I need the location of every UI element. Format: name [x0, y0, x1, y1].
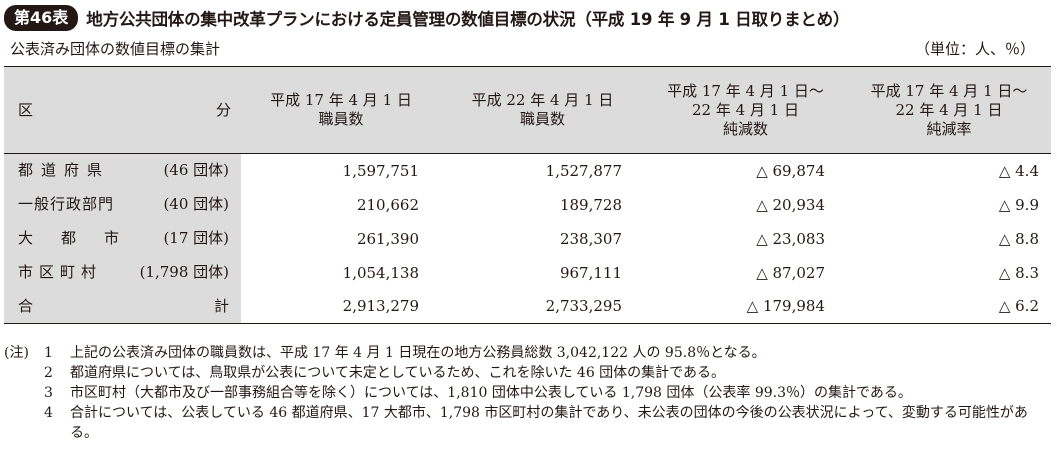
cell-net-reduction: △ 179,984 — [746, 297, 825, 316]
cell-net-reduction: △ 20,934 — [756, 195, 825, 214]
cell-staff-2010: 2,733,295 — [545, 297, 622, 316]
table-number-badge: 第46表 — [4, 5, 79, 31]
table-row: 大都市 (17 団体) 261,390 238,307 △ 23,083 △ 8.… — [4, 221, 1051, 256]
footnote-item: 4 合計については、公表している 46 都道府県、17 大都市、1,798 市区… — [44, 405, 1028, 441]
footnotes: (注) 1 上記の公表済み団体の職員数は、平成 17 年 4 月 1 日現在の地… — [4, 343, 1049, 443]
footnote-prefix: (注) — [4, 345, 29, 361]
header-category: 区 分 — [4, 66, 241, 154]
cell-reduction-rate: △ 8.8 — [998, 229, 1039, 248]
cell-staff-2010: 189,728 — [559, 195, 622, 214]
header-staff-2005: 平成 17 年 4 月 1 日 職員数 — [241, 66, 441, 154]
table-row-total: 合計 2,913,279 2,733,295 △ 179,984 △ 6.2 — [4, 289, 1051, 324]
cell-staff-2005: 2,913,279 — [342, 297, 419, 316]
cell-staff-2005: 210,662 — [356, 195, 419, 214]
cell-staff-2005: 1,597,751 — [342, 161, 419, 180]
table-title: 地方公共団体の集中改革プランにおける定員管理の数値目標の状況（平成 19 年 9… — [86, 10, 850, 29]
cell-staff-2010: 238,307 — [559, 229, 622, 248]
header-net-reduction: 平成 17 年 4 月 1 日〜 22 年 4 月 1 日 純減数 — [644, 66, 847, 154]
footnote-item: 3 市区町村（大都市及び一部事務組合等を除く）については、1,810 団体中公表… — [44, 385, 912, 401]
row-label: 市区町村 (1,798 団体) — [4, 255, 241, 290]
cell-staff-2005: 261,390 — [356, 229, 419, 248]
cell-net-reduction: △ 87,027 — [756, 263, 825, 282]
staffing-target-table: 区 分 平成 17 年 4 月 1 日 職員数 平成 22 年 4 月 1 日 … — [4, 66, 1051, 324]
table-title-bar: 第46表 地方公共団体の集中改革プランにおける定員管理の数値目標の状況（平成 1… — [4, 4, 849, 32]
row-label: 合計 — [4, 289, 241, 324]
footnote-item: (注) 1 上記の公表済み団体の職員数は、平成 17 年 4 月 1 日現在の地… — [4, 345, 766, 361]
unit-label: （単位：人、％） — [914, 40, 1035, 58]
row-label: 都道府県 (46 団体) — [4, 153, 241, 188]
header-row: 区 分 平成 17 年 4 月 1 日 職員数 平成 22 年 4 月 1 日 … — [4, 66, 1051, 154]
total-label-last: 計 — [213, 296, 229, 315]
cell-reduction-rate: △ 8.3 — [998, 263, 1039, 282]
cell-reduction-rate: △ 6.2 — [998, 297, 1039, 316]
cell-staff-2005: 1,054,138 — [342, 263, 419, 282]
cell-staff-2010: 967,111 — [559, 263, 622, 282]
cell-net-reduction: △ 69,874 — [756, 161, 825, 180]
table-row: 都道府県 (46 団体) 1,597,751 1,527,877 △ 69,874… — [4, 153, 1051, 188]
header-staff-2010: 平成 22 年 4 月 1 日 職員数 — [441, 66, 644, 154]
footnote-item: 2 都道府県については、鳥取県が公表について未定としているため、これを除いた 4… — [44, 365, 726, 381]
header-reduction-rate: 平成 17 年 4 月 1 日〜 22 年 4 月 1 日 純減率 — [847, 66, 1051, 154]
cell-staff-2010: 1,527,877 — [545, 161, 622, 180]
cell-reduction-rate: △ 4.4 — [998, 161, 1039, 180]
cell-net-reduction: △ 23,083 — [756, 229, 825, 248]
row-label: 大都市 (17 団体) — [4, 221, 241, 256]
total-label-first: 合 — [18, 296, 34, 315]
table-subtitle: 公表済み団体の数値目標の集計 — [10, 40, 221, 58]
row-label: 一般行政部門 (40 団体) — [4, 187, 241, 222]
table-row: 一般行政部門 (40 団体) 210,662 189,728 △ 20,934 △… — [4, 187, 1051, 222]
cell-reduction-rate: △ 9.9 — [998, 195, 1039, 214]
table-row: 市区町村 (1,798 団体) 1,054,138 967,111 △ 87,02… — [4, 255, 1051, 290]
